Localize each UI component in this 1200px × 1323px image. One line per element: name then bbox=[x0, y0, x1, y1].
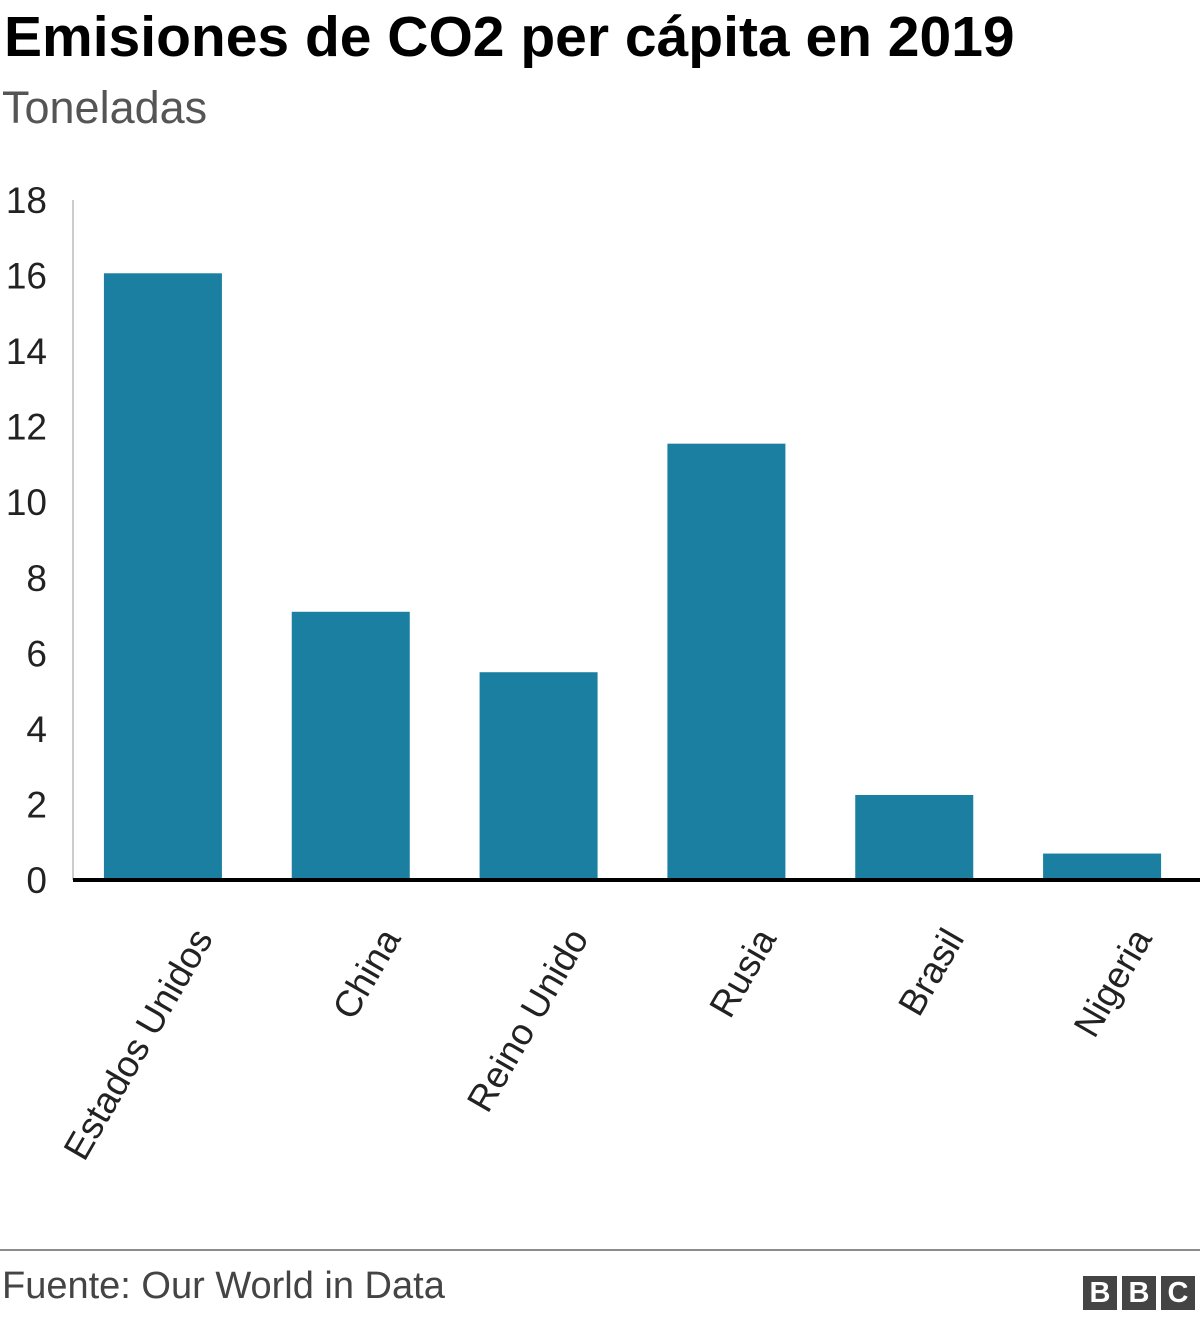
bar-reino-unido bbox=[479, 672, 598, 880]
x-category-label: Estados Unidos bbox=[56, 922, 221, 1167]
x-category-label: Nigeria bbox=[1066, 921, 1160, 1043]
x-axis-labels: Estados Unidos China Reino Unido Rusia Brasi… bbox=[56, 921, 1160, 1166]
bar-china bbox=[291, 611, 410, 880]
x-category-label: Brasil bbox=[890, 922, 972, 1023]
bar-rusia bbox=[667, 443, 786, 880]
bar-estados-unidos bbox=[103, 273, 222, 880]
y-tick-label: 18 bbox=[6, 180, 47, 221]
chart-subtitle: Toneladas bbox=[2, 82, 208, 133]
y-tick-label: 2 bbox=[26, 784, 47, 825]
x-category-label: Reino Unido bbox=[459, 922, 596, 1119]
bbc-logo-letter: B bbox=[1122, 1276, 1156, 1310]
source-note: Fuente: Our World in Data bbox=[2, 1265, 445, 1307]
y-axis-ticks: 0 2 4 6 8 10 12 14 16 18 bbox=[6, 180, 47, 901]
bbc-logo: B B C bbox=[1083, 1276, 1195, 1310]
chart-title: Emisiones de CO2 per cápita en 2019 bbox=[4, 5, 1015, 69]
y-tick-label: 16 bbox=[6, 256, 47, 297]
x-category-label: China bbox=[325, 921, 409, 1026]
footer-divider bbox=[0, 1249, 1200, 1251]
y-tick-label: 4 bbox=[26, 709, 47, 750]
bars bbox=[103, 273, 1162, 880]
y-tick-label: 6 bbox=[26, 633, 47, 674]
bbc-logo-letter: C bbox=[1161, 1276, 1195, 1310]
y-tick-label: 8 bbox=[26, 558, 47, 599]
bar-brasil bbox=[855, 795, 974, 880]
bar-nigeria bbox=[1043, 853, 1162, 880]
y-tick-label: 10 bbox=[6, 482, 47, 523]
x-category-label: Rusia bbox=[701, 921, 784, 1024]
y-tick-label: 0 bbox=[26, 860, 47, 901]
bar-chart: 0 2 4 6 8 10 12 14 16 18 Estados Unidos China Reino… bbox=[6, 180, 1200, 1167]
y-tick-label: 14 bbox=[6, 331, 47, 372]
y-tick-label: 12 bbox=[6, 407, 47, 448]
bbc-logo-letter: B bbox=[1083, 1276, 1117, 1310]
